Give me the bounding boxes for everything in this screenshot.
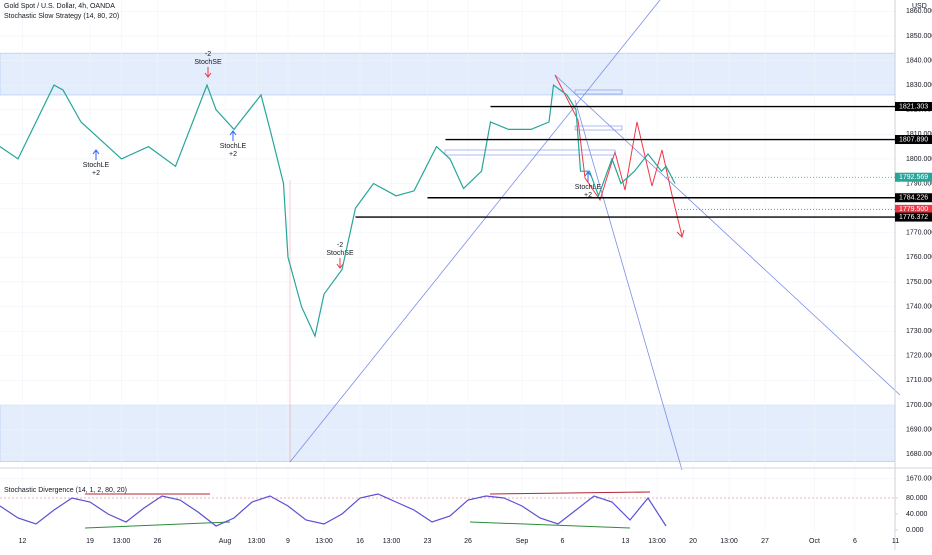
level-label-box <box>895 193 932 203</box>
y-tick-label: 1760.000 <box>906 254 932 261</box>
y-tick-label: 1690.000 <box>906 426 932 433</box>
level-label: 1776.372 <box>899 214 928 221</box>
y-tick-label: 1860.000 <box>906 8 932 15</box>
x-tick-label: 20 <box>689 538 697 545</box>
trend-line <box>574 99 683 471</box>
x-tick-label: Aug <box>219 538 232 545</box>
x-tick-label: 13:00 <box>248 538 266 545</box>
x-tick-label: 13 <box>622 538 630 545</box>
annotation: StochLE <box>575 184 602 191</box>
x-tick-label: 9 <box>286 538 290 545</box>
divergence-line <box>489 491 651 495</box>
price-line <box>0 493 667 527</box>
y-tick-label: 1840.000 <box>906 57 932 64</box>
annotation: +2 <box>229 151 237 158</box>
y-tick-label: 0.000 <box>906 527 924 534</box>
x-tick-label: 23 <box>424 538 432 545</box>
level-label-box <box>895 212 932 222</box>
x-tick-label: 27 <box>761 538 769 545</box>
level-label: 1792.569 <box>899 174 928 181</box>
x-tick-label: 11 <box>892 538 899 545</box>
x-tick-label: Sep <box>516 538 529 545</box>
background <box>0 0 896 532</box>
signal-arrow <box>204 67 212 78</box>
y-tick-label: 1830.000 <box>906 82 932 89</box>
y-tick-label: 1810.000 <box>906 131 932 138</box>
level-label-box <box>895 172 932 182</box>
level-label-box <box>895 135 932 145</box>
x-tick-label: 13:00 <box>113 538 131 545</box>
y-tick-label: 1740.000 <box>906 303 932 310</box>
annotation: +2 <box>92 170 100 177</box>
trend-line <box>289 0 661 463</box>
x-tick-label: 13:00 <box>720 538 738 545</box>
y-tick-label: 80.000 <box>906 495 928 502</box>
y-tick-label: 1680.000 <box>906 451 932 458</box>
y-tick-label: 1800.000 <box>906 156 932 163</box>
chart-subtitle: Stochastic Slow Strategy (14, 80, 20) <box>4 13 119 20</box>
annotation: -2 <box>337 242 343 249</box>
annotation: StochLE <box>220 143 247 150</box>
x-tick-label: 12 <box>19 538 27 545</box>
x-tick-label: 13:00 <box>383 538 401 545</box>
x-tick-label: 19 <box>86 538 94 545</box>
price-line <box>0 83 676 338</box>
y-tick-label: 40.000 <box>906 511 928 518</box>
x-tick-label: 26 <box>154 538 162 545</box>
annotation: -2 <box>205 51 211 58</box>
x-tick-label: 13:00 <box>315 538 333 545</box>
level-label-box <box>895 102 932 112</box>
projection <box>554 74 683 237</box>
axis-unit: USD <box>912 3 927 10</box>
x-tick-label: Oct <box>809 538 820 545</box>
indicator-title: Stochastic Divergence (14, 1, 2, 80, 20) <box>4 487 127 494</box>
annotation: StochSE <box>194 59 222 66</box>
y-tick-label: 1770.000 <box>906 230 932 237</box>
signal-arrow <box>92 149 100 160</box>
y-tick-label: 1750.000 <box>906 279 932 286</box>
chart-title: Gold Spot / U.S. Dollar, 4h, OANDA <box>4 3 115 10</box>
box <box>574 89 623 95</box>
y-tick-label: 1720.000 <box>906 353 932 360</box>
x-tick-label: 6 <box>561 538 565 545</box>
y-tick-label: 1850.000 <box>906 33 932 40</box>
y-tick-label: 1710.000 <box>906 377 932 384</box>
level-label-box <box>895 204 932 214</box>
x-tick-label: 26 <box>464 538 472 545</box>
projection-arrow <box>676 229 685 238</box>
signal-arrow <box>336 258 344 269</box>
y-tick-label: 1790.000 <box>906 180 932 187</box>
annotation: StochSE <box>326 250 354 257</box>
level-label: 1807.890 <box>899 136 928 143</box>
signal-arrow <box>229 130 237 141</box>
x-tick-label: 13:00 <box>648 538 666 545</box>
signal-arrow <box>584 171 592 182</box>
level-label: 1821.303 <box>899 103 928 110</box>
box <box>444 149 616 156</box>
y-tick-label: 1670.000 <box>906 476 932 483</box>
x-tick-label: 16 <box>356 538 364 545</box>
x-tick-label: 6 <box>853 538 857 545</box>
zone <box>0 52 896 96</box>
trend-line <box>554 74 901 396</box>
annotation: +2 <box>584 192 592 199</box>
annotation: StochLE <box>83 162 110 169</box>
y-tick-label: 1700.000 <box>906 402 932 409</box>
divergence-line <box>469 521 631 529</box>
box <box>574 125 623 131</box>
zone <box>0 404 896 462</box>
divergence-line <box>84 521 231 529</box>
level-label: 1779.500 <box>899 206 928 213</box>
y-tick-label: 1730.000 <box>906 328 932 335</box>
level-label: 1784.226 <box>899 195 928 202</box>
